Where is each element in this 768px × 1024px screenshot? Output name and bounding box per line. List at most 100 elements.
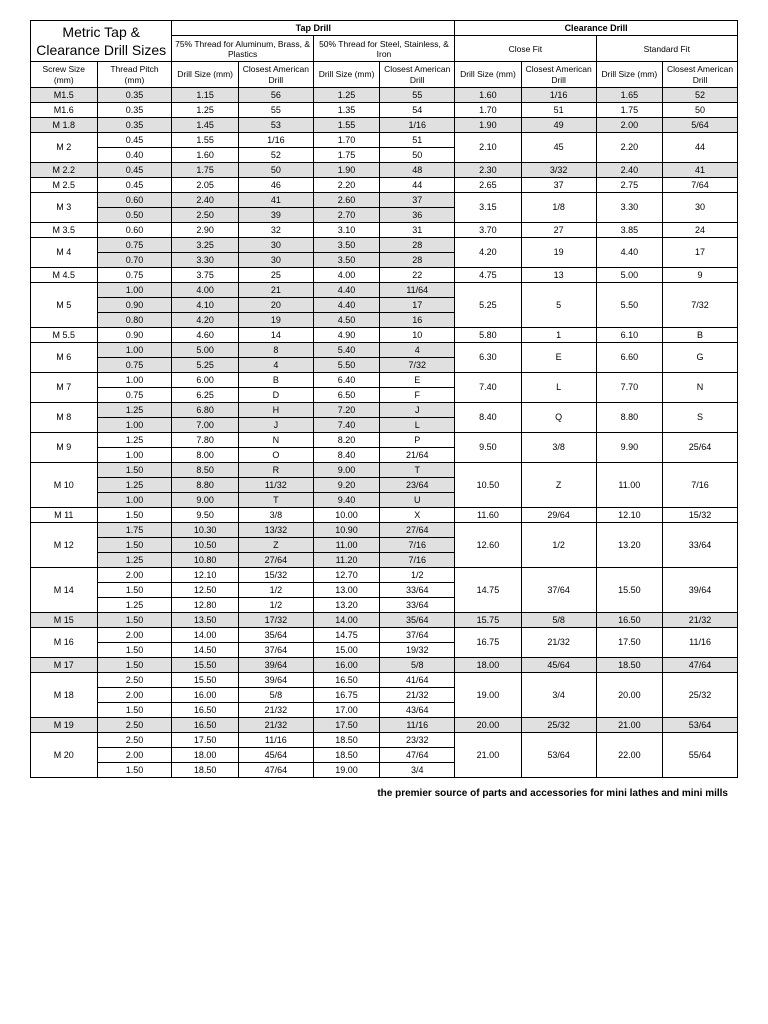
table-cell: 52 bbox=[238, 147, 313, 162]
table-cell: 5/64 bbox=[663, 117, 738, 132]
table-cell: Q bbox=[521, 402, 596, 432]
table-row: M 151.5013.5017/3214.0035/6415.755/816.5… bbox=[31, 612, 738, 627]
table-cell: 16.50 bbox=[172, 717, 239, 732]
table-cell: 2.65 bbox=[455, 177, 522, 192]
table-cell: 3/4 bbox=[380, 762, 455, 777]
table-cell: 41/64 bbox=[380, 672, 455, 687]
table-cell: 2.00 bbox=[596, 117, 663, 132]
table-cell: 25/32 bbox=[663, 672, 738, 717]
table-cell: 20 bbox=[238, 297, 313, 312]
table-cell: 17/32 bbox=[238, 612, 313, 627]
table-cell: 23/64 bbox=[380, 477, 455, 492]
table-cell: 18.00 bbox=[455, 657, 522, 672]
table-cell: 7/16 bbox=[663, 462, 738, 507]
table-row: M 30.602.40412.60373.151/83.3030 bbox=[31, 192, 738, 207]
table-cell: 1/8 bbox=[521, 192, 596, 222]
table-cell: 21/64 bbox=[380, 447, 455, 462]
table-cell: 4.50 bbox=[313, 312, 380, 327]
table-cell: 10.50 bbox=[455, 462, 522, 507]
table-cell: M 4 bbox=[31, 237, 98, 267]
table-cell: 18.00 bbox=[172, 747, 239, 762]
table-cell: 25/64 bbox=[663, 432, 738, 462]
table-cell: 1.50 bbox=[97, 612, 172, 627]
table-cell: 2.00 bbox=[97, 687, 172, 702]
table-cell: 12.10 bbox=[172, 567, 239, 582]
table-row: M 121.7510.3013/3210.9027/6412.601/213.2… bbox=[31, 522, 738, 537]
table-cell: 1.25 bbox=[172, 102, 239, 117]
table-cell: 19.00 bbox=[455, 672, 522, 717]
table-cell: 7.20 bbox=[313, 402, 380, 417]
table-cell: 36 bbox=[380, 207, 455, 222]
table-cell: M 11 bbox=[31, 507, 98, 522]
table-cell: 6.10 bbox=[596, 327, 663, 342]
table-cell: 2.50 bbox=[172, 207, 239, 222]
table-cell: 21/32 bbox=[521, 627, 596, 657]
table-cell: 7.40 bbox=[455, 372, 522, 402]
table-cell: 5 bbox=[521, 282, 596, 327]
table-cell: 13.00 bbox=[313, 582, 380, 597]
table-cell: 14.00 bbox=[172, 627, 239, 642]
table-cell: 0.75 bbox=[97, 387, 172, 402]
table-cell: 7.40 bbox=[313, 417, 380, 432]
table-cell: 37/64 bbox=[238, 642, 313, 657]
table-cell: 1.25 bbox=[97, 402, 172, 417]
table-row: M 5.50.904.60144.90105.8016.10B bbox=[31, 327, 738, 342]
table-row: M 101.508.50R9.00T10.50Z11.007/16 bbox=[31, 462, 738, 477]
table-cell: M 5 bbox=[31, 282, 98, 327]
table-cell: 4.20 bbox=[455, 237, 522, 267]
table-cell: 10.80 bbox=[172, 552, 239, 567]
table-cell: N bbox=[238, 432, 313, 447]
table-cell: 11/16 bbox=[663, 627, 738, 657]
table-cell: 35/64 bbox=[238, 627, 313, 642]
table-cell: 0.70 bbox=[97, 252, 172, 267]
table-cell: 14.00 bbox=[313, 612, 380, 627]
table-cell: 11/32 bbox=[238, 477, 313, 492]
table-cell: 4.75 bbox=[455, 267, 522, 282]
table-cell: 19 bbox=[238, 312, 313, 327]
col-drill-close: Drill Size (mm) bbox=[455, 62, 522, 87]
table-cell: 30 bbox=[663, 192, 738, 222]
table-cell: 39/64 bbox=[238, 672, 313, 687]
table-cell: 24 bbox=[663, 222, 738, 237]
col-drill-50: Drill Size (mm) bbox=[313, 62, 380, 87]
table-cell: 5.50 bbox=[313, 357, 380, 372]
table-cell: N bbox=[663, 372, 738, 402]
table-cell: 1.75 bbox=[172, 162, 239, 177]
table-cell: 11/64 bbox=[380, 282, 455, 297]
table-cell: 18.50 bbox=[172, 762, 239, 777]
table-cell: 52 bbox=[663, 87, 738, 102]
table-cell: 8.80 bbox=[172, 477, 239, 492]
table-cell: H bbox=[238, 402, 313, 417]
table-row: M 61.005.0085.4046.30E6.60G bbox=[31, 342, 738, 357]
table-cell: 21/32 bbox=[238, 702, 313, 717]
table-cell: 41 bbox=[238, 192, 313, 207]
table-cell: 6.25 bbox=[172, 387, 239, 402]
col-drill-std: Drill Size (mm) bbox=[596, 62, 663, 87]
table-cell: 3.10 bbox=[313, 222, 380, 237]
table-row: M1.60.351.25551.35541.70511.7550 bbox=[31, 102, 738, 117]
table-cell: 53/64 bbox=[663, 717, 738, 732]
table-cell: M 2.5 bbox=[31, 177, 98, 192]
table-cell: 14.75 bbox=[455, 567, 522, 612]
table-cell: 0.90 bbox=[97, 327, 172, 342]
table-cell: 1.25 bbox=[313, 87, 380, 102]
table-cell: 2.50 bbox=[97, 672, 172, 687]
table-cell: 53 bbox=[238, 117, 313, 132]
table-cell: 2.40 bbox=[596, 162, 663, 177]
table-cell: 20.00 bbox=[455, 717, 522, 732]
table-cell: 17.50 bbox=[313, 717, 380, 732]
col-amer-50: Closest American Drill bbox=[380, 62, 455, 87]
table-cell: 1.70 bbox=[455, 102, 522, 117]
table-cell: 0.60 bbox=[97, 192, 172, 207]
table-cell: 0.35 bbox=[97, 87, 172, 102]
table-cell: 22.00 bbox=[596, 732, 663, 777]
table-cell: M 2 bbox=[31, 132, 98, 162]
table-cell: 55/64 bbox=[663, 732, 738, 777]
table-cell: 1.25 bbox=[97, 477, 172, 492]
table-cell: 54 bbox=[380, 102, 455, 117]
table-cell: U bbox=[380, 492, 455, 507]
table-cell: 3.70 bbox=[455, 222, 522, 237]
table-cell: 10.30 bbox=[172, 522, 239, 537]
table-cell: 11.20 bbox=[313, 552, 380, 567]
table-cell: 1.50 bbox=[97, 462, 172, 477]
